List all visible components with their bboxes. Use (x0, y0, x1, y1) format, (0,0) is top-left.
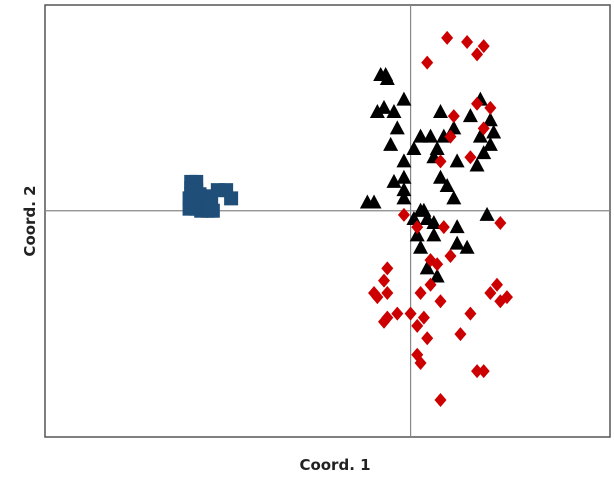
diamond-point (424, 253, 437, 268)
triangle-point (472, 128, 488, 143)
diamond-point (484, 100, 497, 115)
x-axis-title: Coord. 1 (299, 456, 370, 474)
triangle-point (419, 260, 435, 275)
diamond-point (434, 392, 447, 407)
triangle-point (449, 235, 465, 250)
triangle-point (389, 120, 405, 135)
diamond-point (471, 364, 484, 379)
diamond-point (397, 207, 410, 222)
triangle-point (439, 178, 455, 193)
triangle-point (423, 128, 439, 143)
triangle-point (433, 169, 448, 184)
diamond-point (491, 277, 503, 292)
diamond-point (378, 273, 390, 288)
triangle-point (476, 145, 492, 160)
diamond-point (471, 47, 484, 62)
diamond-point (421, 55, 434, 70)
triangle-point (406, 141, 422, 155)
diamond-point (447, 109, 460, 124)
diamond-point (444, 129, 457, 144)
diamond-point (417, 310, 430, 325)
triangle-point (429, 268, 445, 283)
triangle-point (482, 112, 498, 127)
diamond-point (444, 248, 457, 263)
plot-area (44, 4, 611, 438)
square-point (224, 191, 239, 206)
triangle-point (396, 153, 412, 168)
diamond-point (454, 327, 467, 342)
triangle-point (369, 103, 385, 118)
diamond-point (381, 261, 394, 276)
diamond-point (414, 286, 427, 300)
diamond-point (484, 286, 497, 300)
triangle-point (396, 190, 412, 205)
diamond-point (404, 306, 417, 321)
triangle-point (479, 206, 495, 221)
triangle-point (376, 99, 392, 114)
square-point (182, 201, 197, 216)
diamond-point (434, 154, 447, 169)
triangle-point (449, 153, 465, 168)
triangle-point (396, 182, 412, 197)
diamond-point (464, 150, 477, 165)
diamond-point (411, 318, 424, 333)
y-axis-title: Coord. 2 (21, 185, 39, 256)
triangle-point (446, 190, 462, 205)
data-points (182, 30, 513, 407)
diamond-point (381, 286, 394, 300)
triangle-point (396, 169, 412, 184)
triangle-point (426, 215, 442, 230)
triangle-point (426, 227, 442, 242)
diamond-point (434, 294, 447, 309)
triangle-point (462, 108, 478, 123)
diamond-point (477, 121, 490, 136)
triangle-point (433, 103, 448, 118)
diamond-point (494, 294, 507, 309)
diamond-point (441, 30, 454, 45)
triangle-point (383, 136, 399, 151)
triangle-point (413, 128, 429, 143)
triangle-point (469, 157, 485, 172)
diamond-point (391, 306, 404, 321)
diamond-point (414, 355, 427, 370)
triangle-point (486, 124, 502, 139)
triangle-point (386, 103, 402, 118)
triangle-point (482, 136, 498, 151)
triangle-point (413, 239, 429, 254)
diamond-point (477, 364, 490, 379)
diamond-point (494, 216, 507, 231)
diamond-point (378, 314, 390, 329)
diamond-point (371, 290, 384, 305)
triangle-point (366, 194, 382, 209)
diamond-point (421, 331, 434, 346)
diamond-point (477, 39, 490, 54)
square-point (202, 201, 217, 216)
diamond-point (471, 96, 484, 111)
diamond-point (411, 220, 424, 235)
triangle-point (409, 227, 425, 242)
triangle-point (449, 219, 465, 234)
triangle-point (459, 239, 475, 254)
triangle-point (396, 91, 412, 106)
diamond-point (424, 277, 437, 292)
diamond-point (461, 35, 474, 50)
triangle-point (386, 173, 402, 188)
diamond-point (464, 306, 477, 321)
triangle-point (379, 71, 395, 86)
diamond-point (437, 220, 450, 235)
square-point (210, 183, 225, 198)
